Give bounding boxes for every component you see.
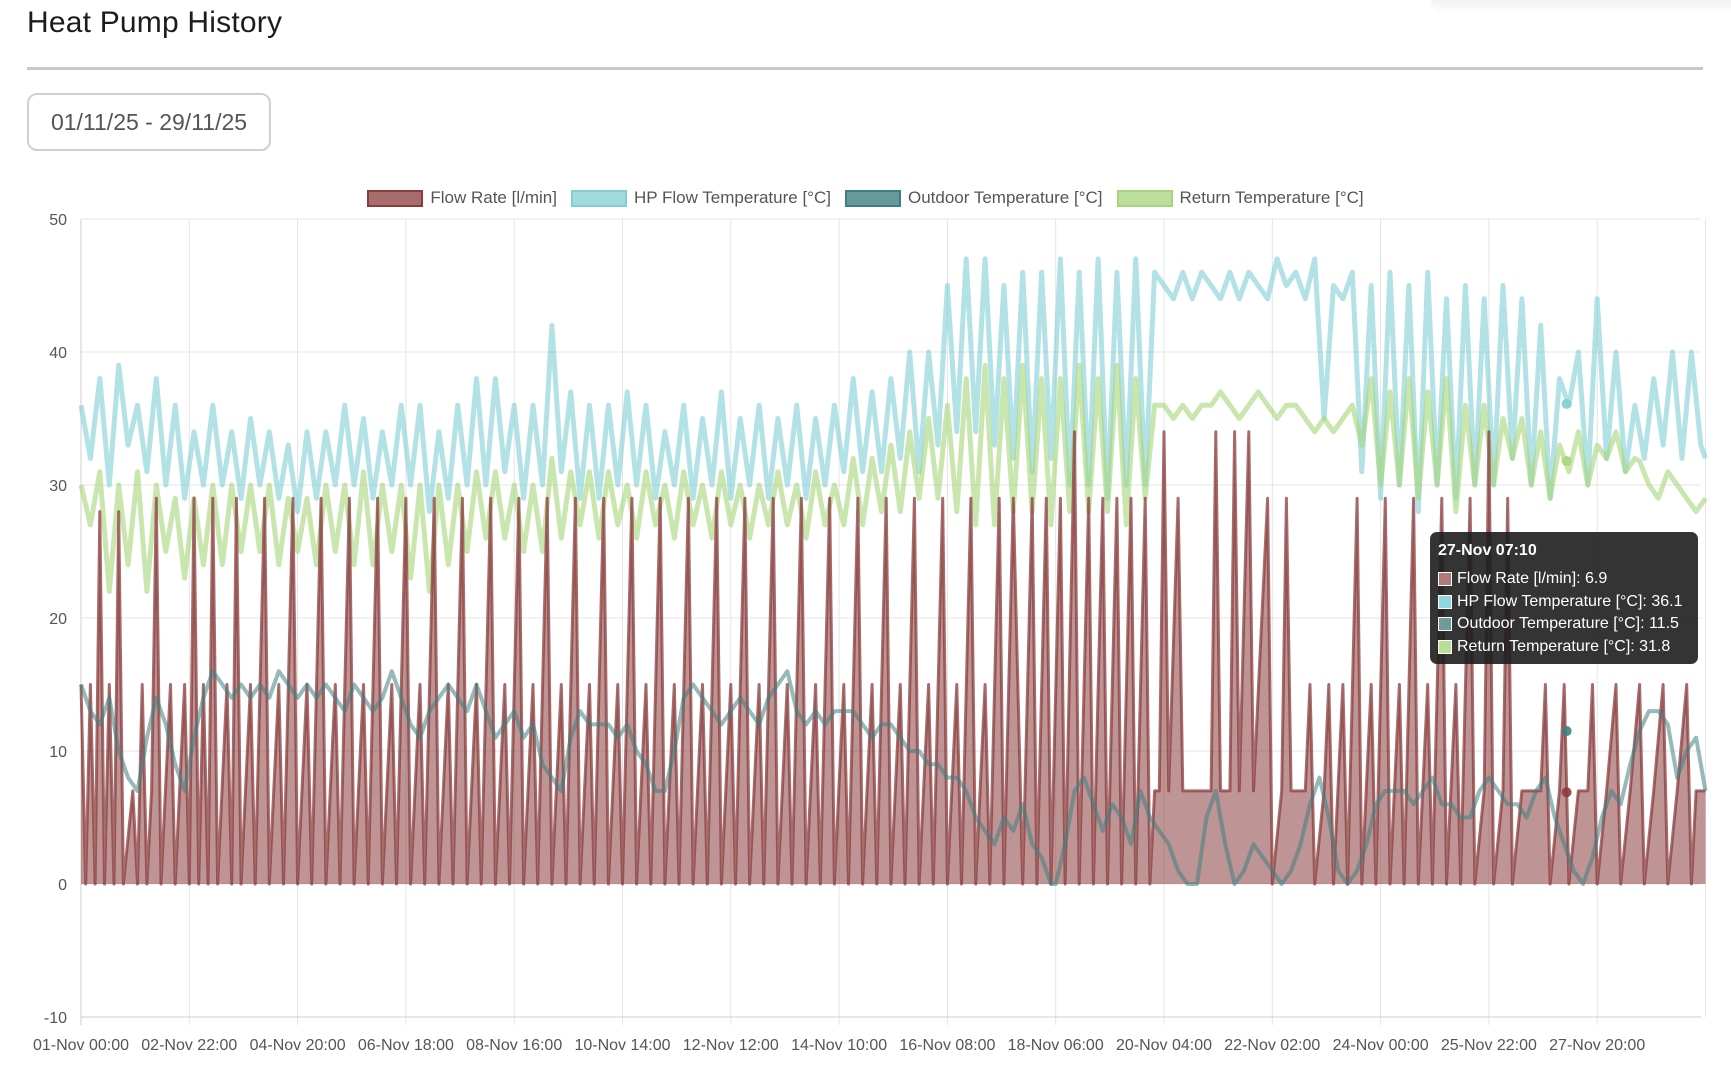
- series-line-flow-rate-l-min: [79, 430, 1706, 886]
- x-tick-label: 27-Nov 20:00: [1549, 1037, 1645, 1054]
- x-tick-label: 04-Nov 20:00: [250, 1037, 346, 1054]
- x-tick-label: 01-Nov 00:00: [33, 1037, 129, 1054]
- tooltip-row-label: Return Temperature [°C]: 31.8: [1457, 637, 1671, 655]
- x-tick-label: 20-Nov 04:00: [1116, 1037, 1212, 1054]
- x-tick-label: 22-Nov 02:00: [1224, 1037, 1320, 1054]
- x-tick-label: 10-Nov 14:00: [574, 1037, 670, 1054]
- top-right-shadow: [1431, 0, 1731, 14]
- tooltip-swatch: [1438, 594, 1452, 609]
- legend-item[interactable]: Outdoor Temperature [°C]: [844, 188, 1103, 208]
- x-tick-label: 14-Nov 10:00: [791, 1037, 887, 1054]
- x-tick-label: 06-Nov 18:00: [358, 1037, 454, 1054]
- tooltip-swatch: [1438, 617, 1452, 632]
- legend-item[interactable]: Return Temperature [°C]: [1116, 188, 1364, 208]
- tooltip-swatch: [1438, 572, 1452, 587]
- y-tick-label: 20: [49, 611, 67, 628]
- hover-point: [1561, 726, 1572, 737]
- tooltip-row: Return Temperature [°C]: 31.8: [1438, 636, 1690, 659]
- hover-point: [1561, 456, 1572, 467]
- legend-swatch: [570, 189, 627, 207]
- y-tick-label: 30: [49, 478, 67, 495]
- legend-swatch: [367, 189, 424, 207]
- legend-label: Flow Rate [l/min]: [430, 188, 557, 207]
- x-tick-label: 02-Nov 22:00: [141, 1037, 237, 1054]
- legend-swatch: [1116, 189, 1173, 207]
- tooltip-row-label: Outdoor Temperature [°C]: 11.5: [1457, 615, 1679, 633]
- tooltip-row-label: HP Flow Temperature [°C]: 36.1: [1457, 592, 1683, 610]
- x-tick-label: 08-Nov 16:00: [466, 1037, 562, 1054]
- legend-label: HP Flow Temperature [°C]: [633, 188, 831, 207]
- chart-legend: Flow Rate [l/min] HP Flow Temperature [°C…: [0, 186, 1731, 210]
- y-tick-label: 50: [49, 212, 67, 229]
- y-tick-label: 0: [58, 877, 67, 894]
- chart-tooltip: 27-Nov 07:10 Flow Rate [l/min]: 6.9 HP Fl…: [1430, 532, 1698, 664]
- legend-item[interactable]: HP Flow Temperature [°C]: [570, 188, 831, 208]
- title-divider: [27, 67, 1703, 70]
- legend-label: Return Temperature [°C]: [1179, 188, 1364, 207]
- y-tick-label: 10: [49, 744, 67, 761]
- series-line-outdoor-temperature-c: [79, 669, 1708, 886]
- tooltip-title: 27-Nov 07:10: [1438, 542, 1537, 559]
- tooltip-row: Outdoor Temperature [°C]: 11.5: [1438, 613, 1690, 636]
- x-tick-label: 24-Nov 00:00: [1333, 1037, 1429, 1054]
- hover-point: [1561, 787, 1572, 798]
- date-range-picker[interactable]: 01/11/25 - 29/11/25: [27, 93, 271, 151]
- tooltip-row-label: Flow Rate [l/min]: 6.9: [1457, 570, 1608, 588]
- legend-item[interactable]: Flow Rate [l/min]: [367, 188, 557, 208]
- tooltip-row: HP Flow Temperature [°C]: 36.1: [1438, 591, 1690, 614]
- series-line-return-temperature-c: [78, 362, 1708, 594]
- series-area-flow-rate: [81, 431, 1706, 884]
- x-tick-label: 18-Nov 06:00: [1008, 1037, 1104, 1054]
- legend-swatch: [844, 189, 901, 207]
- y-tick-label: 40: [49, 345, 67, 362]
- page-title: Heat Pump History: [27, 6, 283, 39]
- tooltip-row: Flow Rate [l/min]: 6.9: [1438, 568, 1690, 591]
- x-tick-label: 12-Nov 12:00: [683, 1037, 779, 1054]
- x-tick-label: 25-Nov 22:00: [1441, 1037, 1537, 1054]
- hover-point: [1561, 398, 1572, 409]
- y-tick-label: -10: [44, 1010, 67, 1027]
- tooltip-swatch: [1438, 639, 1452, 654]
- x-tick-label: 16-Nov 08:00: [899, 1037, 995, 1054]
- legend-label: Outdoor Temperature [°C]: [907, 188, 1103, 207]
